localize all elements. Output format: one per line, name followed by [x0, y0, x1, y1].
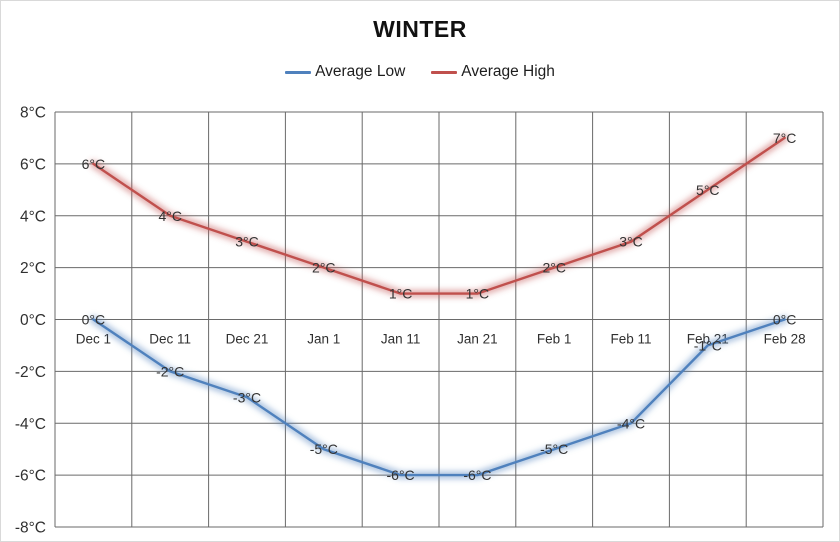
x-tick-label: Dec 11 — [149, 332, 191, 347]
legend-item-average-high[interactable]: Average High — [431, 63, 555, 81]
data-label: -6°C — [463, 467, 491, 483]
series-line-average-high[interactable] — [92, 136, 786, 295]
y-tick-label: -2°C — [15, 364, 46, 381]
data-label: 4°C — [158, 208, 182, 224]
y-tick-label: 6°C — [20, 156, 46, 173]
data-label: 5°C — [696, 182, 720, 198]
data-label: 1°C — [466, 286, 490, 302]
data-label: -5°C — [310, 441, 338, 457]
legend-swatch-high — [431, 70, 458, 74]
data-label: -3°C — [233, 389, 261, 405]
x-tick-label: Feb 1 — [537, 332, 572, 347]
data-label: -6°C — [387, 467, 415, 483]
legend: Average Low Average High — [0, 63, 840, 81]
x-tick-label: Feb 11 — [610, 332, 651, 347]
y-tick-label: 2°C — [20, 260, 46, 277]
data-label: -4°C — [617, 415, 645, 431]
y-tick-label: 4°C — [20, 208, 46, 225]
data-label: 2°C — [542, 260, 566, 276]
x-tick-label: Jan 21 — [457, 332, 498, 347]
data-label: 3°C — [235, 234, 259, 250]
y-tick-label: 0°C — [20, 312, 46, 329]
x-tick-label: Jan 1 — [307, 332, 340, 347]
y-tick-label: -6°C — [15, 468, 46, 485]
x-tick-label: Jan 11 — [381, 332, 421, 347]
data-label: 7°C — [773, 130, 797, 146]
chart-title: WINTER — [373, 16, 467, 42]
x-tick-label: Dec 21 — [226, 332, 269, 347]
data-label: 0°C — [773, 312, 797, 328]
legend-label-high: Average High — [461, 63, 555, 80]
data-label: -2°C — [156, 363, 184, 379]
data-label: 1°C — [389, 286, 413, 302]
data-label: 2°C — [312, 260, 336, 276]
data-label: 3°C — [619, 234, 643, 250]
x-tick-label: Feb 28 — [764, 332, 806, 347]
y-tick-label: -8°C — [15, 520, 46, 537]
data-label: -5°C — [540, 441, 568, 457]
legend-item-average-low[interactable]: Average Low — [285, 63, 405, 81]
series-line-average-low[interactable] — [92, 318, 786, 477]
legend-swatch-low — [285, 70, 312, 74]
legend-label-low: Average Low — [315, 63, 406, 80]
y-tick-label: -4°C — [15, 416, 46, 433]
x-tick-label: Dec 1 — [76, 332, 111, 347]
data-label: 6°C — [82, 156, 106, 172]
data-label: 0°C — [82, 312, 106, 328]
y-tick-label: 8°C — [20, 105, 46, 122]
data-label: -1°C — [694, 337, 722, 353]
